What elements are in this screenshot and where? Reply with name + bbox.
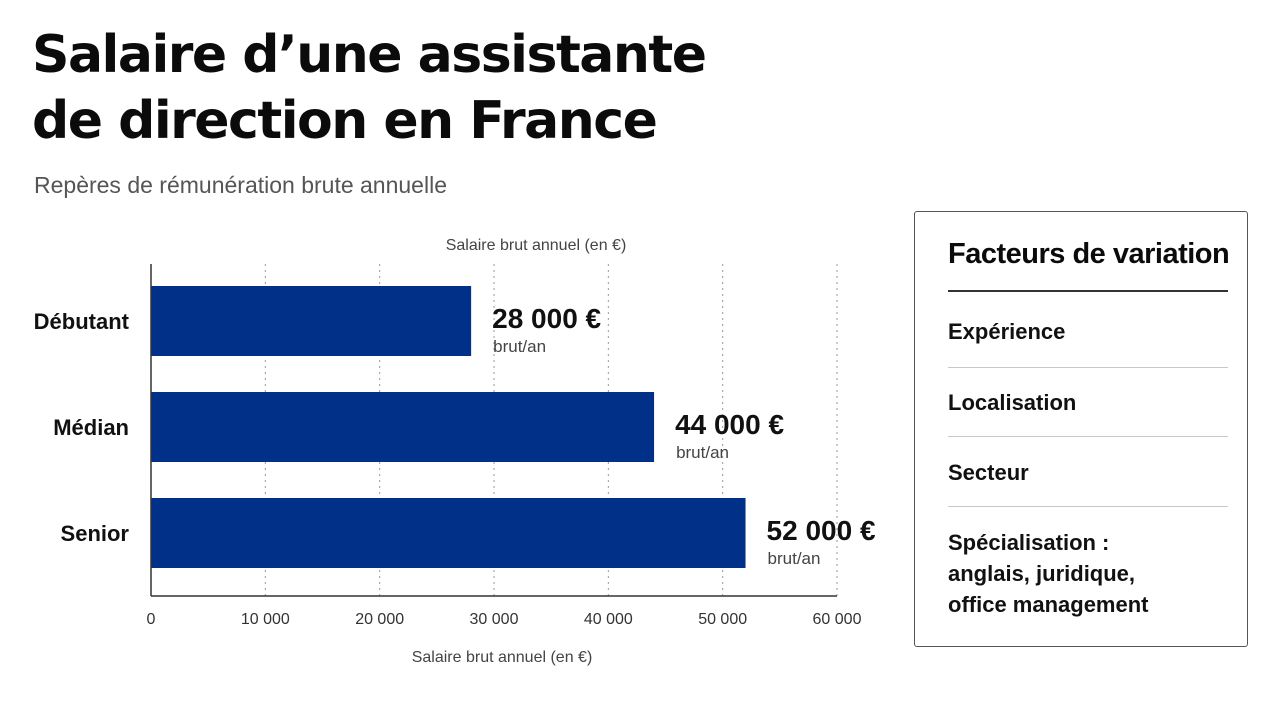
x-tick-label: 60 000 xyxy=(813,611,862,628)
bar-2 xyxy=(151,498,746,568)
bar-unit-label: brut/an xyxy=(676,443,729,462)
bar-value-label: 28 000 € xyxy=(492,303,601,334)
bar-value-label: 44 000 € xyxy=(675,409,784,440)
salary-bar-chart: Salaire brut annuel (en €) 0 10 000 20 000 3… xyxy=(34,237,876,666)
bar-0 xyxy=(151,286,472,356)
x-tick-label: 50 000 xyxy=(698,611,747,628)
factors-title-rule xyxy=(948,290,1228,292)
x-tick-label: 20 000 xyxy=(355,611,404,628)
factor-item-sector: Secteur xyxy=(948,460,1029,485)
page-subtitle: Repères de rémunération brute annuelle xyxy=(34,172,447,198)
category-label: Médian xyxy=(53,415,129,440)
bar-unit-label: brut/an xyxy=(493,337,546,356)
factor-item-location: Localisation xyxy=(948,390,1077,415)
x-tick-label: 10 000 xyxy=(241,611,290,628)
factor-separator xyxy=(948,367,1228,368)
bar-1 xyxy=(151,392,655,462)
bar-unit-label: brut/an xyxy=(768,549,821,568)
bar-value-label: 52 000 € xyxy=(767,515,876,546)
factors-title: Facteurs de variation xyxy=(948,238,1230,270)
x-axis-title-top: Salaire brut annuel (en €) xyxy=(446,237,627,254)
x-tick-label: 30 000 xyxy=(470,611,519,628)
factor-item-experience: Expérience xyxy=(948,319,1066,344)
factors-panel: Facteurs de variation Expérience Localis… xyxy=(914,211,1248,647)
x-tick-label: 40 000 xyxy=(584,611,633,628)
page-title-line-2: de direction en France xyxy=(32,91,658,151)
page-title: Salaire d’une assistante de direction en… xyxy=(32,22,707,154)
category-label: Débutant xyxy=(34,309,130,334)
page-title-line-1: Salaire d’une assistante xyxy=(32,25,707,85)
x-axis-title: Salaire brut annuel (en €) xyxy=(412,649,593,666)
factor-separator xyxy=(948,436,1228,437)
factor-item-specialization: Spécialisation : anglais, juridique, off… xyxy=(948,530,1149,617)
x-tick-label: 0 xyxy=(147,611,156,628)
category-label: Senior xyxy=(61,521,130,546)
factor-separator xyxy=(948,506,1228,507)
